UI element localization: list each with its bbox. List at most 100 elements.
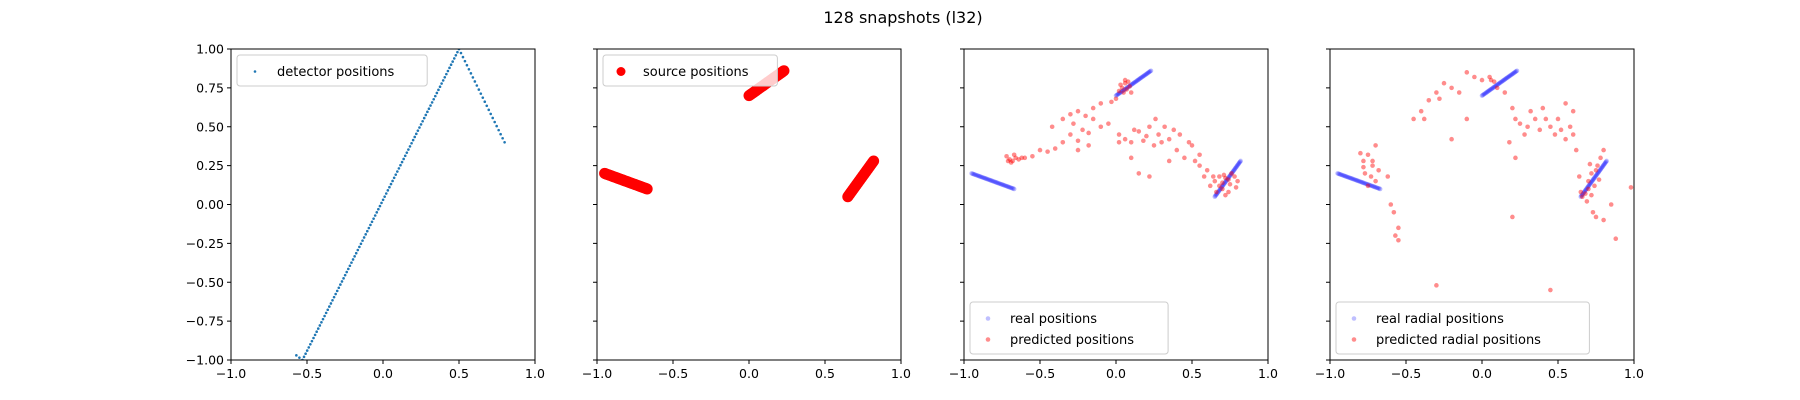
data-point (1593, 214, 1599, 220)
data-point (372, 217, 375, 220)
data-point (1116, 91, 1121, 97)
data-point (380, 201, 383, 205)
data-point (364, 233, 368, 236)
axes-real-vs-predicted-positions: −1.0 −0.5 0.0 0.5 1.0 real positions predicted… (949, 48, 1278, 381)
data-point (1370, 183, 1375, 189)
data-point (1472, 74, 1477, 80)
data-point (1124, 85, 1130, 91)
y-tick-label: −1.00 (186, 353, 224, 368)
data-point (1147, 69, 1153, 74)
data-point (1593, 173, 1599, 178)
series-1 (1358, 70, 1634, 293)
data-point (1456, 90, 1462, 95)
data-point (1490, 85, 1496, 91)
data-point (1016, 157, 1022, 162)
data-point (1213, 192, 1219, 198)
legend-box (602, 54, 778, 87)
data-point (1019, 155, 1025, 161)
data-point (1349, 176, 1355, 181)
data-point (1548, 287, 1553, 293)
data-point (1212, 194, 1218, 200)
data-point (1594, 172, 1599, 178)
data-point (1225, 176, 1231, 181)
data-point (990, 178, 995, 184)
data-point (1003, 183, 1008, 189)
data-point (1166, 136, 1172, 142)
data-point (1116, 140, 1122, 145)
data-point (1068, 112, 1073, 117)
data-point (1075, 138, 1081, 144)
data-point (503, 141, 506, 144)
data-point (1589, 179, 1594, 185)
data-point (641, 183, 653, 195)
data-point (356, 248, 360, 252)
legend: detector positions (236, 54, 428, 87)
data-point (405, 151, 409, 154)
data-point (1228, 172, 1233, 178)
data-point (337, 286, 341, 290)
data-point (1370, 158, 1375, 164)
data-point (1237, 159, 1243, 165)
data-point (1049, 124, 1055, 130)
data-point (1230, 169, 1235, 175)
data-point (1491, 85, 1496, 90)
data-point (1510, 105, 1515, 111)
data-point (307, 346, 311, 349)
data-point (1368, 174, 1374, 179)
data-point (477, 88, 481, 91)
data-point (1127, 84, 1132, 89)
data-point (1369, 183, 1374, 189)
data-point (1567, 124, 1573, 130)
data-point (1374, 185, 1380, 191)
data-point (1141, 138, 1146, 144)
data-point (1238, 158, 1243, 164)
data-point (1595, 170, 1601, 176)
legend: real positions predicted positions (969, 301, 1169, 355)
data-point (1115, 92, 1121, 97)
data-point (1221, 172, 1227, 178)
data-point (1581, 190, 1586, 196)
plot-area (295, 49, 506, 360)
data-point (1174, 147, 1180, 153)
data-point (1482, 91, 1487, 97)
figure-title: 128 snapshots (l32) (823, 8, 982, 27)
data-point (1116, 88, 1122, 94)
data-point (421, 119, 424, 123)
data-point (1591, 177, 1596, 182)
data-point (1125, 85, 1130, 90)
data-point (435, 91, 439, 95)
data-point (1583, 191, 1588, 196)
data-point (485, 104, 489, 108)
data-point (1354, 178, 1360, 183)
data-point (304, 352, 307, 356)
data-point (433, 94, 437, 98)
data-point (1146, 69, 1152, 75)
data-point (1548, 124, 1553, 130)
data-point (381, 198, 385, 202)
data-point (1351, 177, 1357, 182)
data-point (1132, 79, 1138, 85)
data-point (1449, 85, 1454, 91)
data-point (1578, 189, 1584, 195)
data-point (1137, 76, 1142, 82)
data-point (1119, 89, 1124, 95)
data-point (1365, 182, 1371, 187)
data-point (1600, 164, 1605, 169)
series-0 (295, 49, 506, 360)
data-point (1366, 182, 1372, 188)
data-point (1201, 174, 1207, 179)
data-point (429, 104, 432, 107)
data-point (1480, 92, 1486, 98)
y-tick-label: 1.00 (196, 42, 224, 57)
legend-marker (985, 316, 991, 321)
x-tick-label: −1.0 (1315, 366, 1345, 381)
data-point (1060, 116, 1066, 122)
data-point (1008, 160, 1014, 165)
data-point (391, 179, 394, 183)
data-point (1113, 96, 1119, 102)
data-point (1086, 143, 1091, 148)
series-0 (969, 68, 1243, 200)
data-point (1385, 174, 1391, 179)
x-tick-label: −0.5 (1025, 366, 1055, 381)
